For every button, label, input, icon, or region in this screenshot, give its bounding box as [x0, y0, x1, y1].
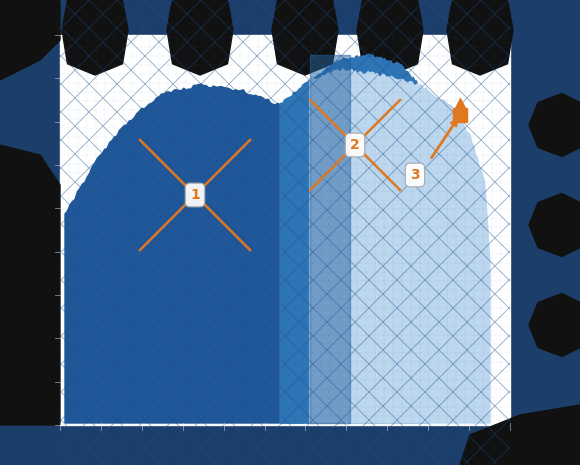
Polygon shape [62, 0, 128, 75]
Polygon shape [60, 35, 510, 425]
Polygon shape [167, 0, 233, 75]
Polygon shape [529, 193, 580, 257]
Polygon shape [310, 55, 350, 423]
Text: 2: 2 [350, 138, 360, 152]
Polygon shape [447, 0, 513, 75]
Polygon shape [529, 293, 580, 357]
Polygon shape [460, 405, 580, 465]
Polygon shape [310, 69, 490, 423]
Polygon shape [357, 0, 423, 75]
Text: 1: 1 [190, 188, 200, 202]
Polygon shape [280, 54, 430, 423]
Polygon shape [0, 0, 60, 80]
Polygon shape [529, 93, 580, 157]
Polygon shape [0, 145, 60, 425]
Polygon shape [272, 0, 338, 75]
Polygon shape [65, 84, 310, 423]
Text: 3: 3 [410, 168, 420, 182]
